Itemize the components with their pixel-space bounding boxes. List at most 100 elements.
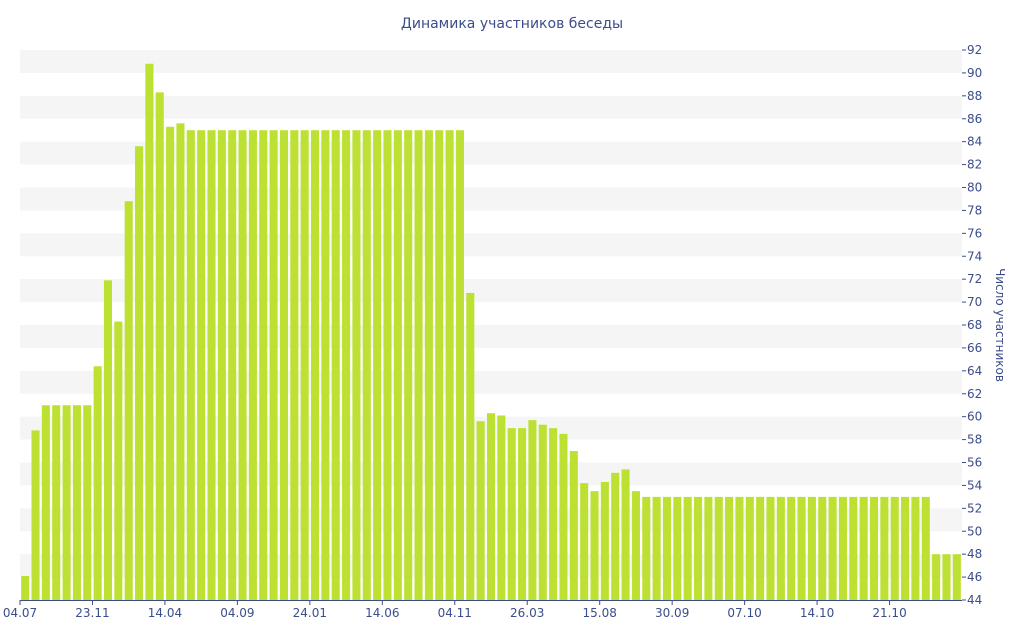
bar — [197, 130, 206, 600]
bar — [590, 491, 599, 600]
bar — [41, 405, 50, 600]
bar — [259, 130, 268, 600]
bar — [921, 496, 930, 601]
y-tick-label: 44 — [967, 593, 982, 607]
bar — [103, 280, 113, 600]
y-tick-label: 78 — [967, 203, 982, 217]
y-tick-label: 92 — [967, 43, 982, 57]
bar — [373, 130, 382, 600]
y-tick-label: 90 — [967, 66, 982, 80]
bar — [310, 130, 320, 600]
bar — [756, 496, 765, 601]
y-tick-label: 70 — [967, 295, 982, 309]
x-tick-label: 14.06 — [365, 606, 399, 620]
x-tick-label: 04.07 — [3, 606, 37, 620]
y-tick-label: 84 — [967, 135, 982, 149]
bar — [279, 130, 288, 600]
bar — [528, 420, 537, 600]
bar — [507, 428, 516, 601]
y-tick-label: 64 — [967, 364, 982, 378]
bar — [21, 575, 30, 600]
bar — [694, 496, 703, 601]
bar — [714, 496, 723, 601]
bar — [393, 130, 402, 600]
bar — [569, 451, 578, 600]
y-tick-label: 72 — [967, 272, 982, 286]
y-tick-label: 48 — [967, 547, 982, 561]
bar — [849, 496, 858, 601]
bar — [445, 130, 454, 600]
bar — [145, 63, 154, 600]
bar — [559, 433, 568, 600]
bar — [62, 405, 71, 600]
y-tick-label: 74 — [967, 249, 982, 263]
bars — [21, 63, 961, 601]
bar — [497, 415, 506, 600]
bar — [186, 130, 195, 600]
bar — [155, 92, 164, 601]
chart-title: Динамика участников беседы — [401, 16, 623, 32]
x-tick-label: 30.09 — [655, 606, 689, 620]
bar — [631, 491, 640, 600]
x-ticks: 04.07 23.11 14.04 04.09 24.01 14.06 04.11 26.03… — [3, 600, 907, 620]
y-tick-label: 62 — [967, 387, 982, 401]
bar — [901, 496, 910, 601]
bar — [424, 130, 433, 600]
y-tick-label: 58 — [967, 433, 982, 447]
bar — [880, 496, 889, 601]
bar — [476, 421, 485, 600]
bar — [217, 130, 226, 600]
x-tick-label: 14.10 — [800, 606, 834, 620]
bar — [114, 321, 123, 600]
bar — [455, 130, 464, 600]
bar — [383, 130, 392, 600]
bar — [869, 496, 879, 601]
y-axis-label: Число участников — [993, 268, 1007, 382]
bar — [72, 405, 81, 600]
bar — [269, 130, 278, 600]
bar — [818, 496, 827, 601]
y-tick-label: 76 — [967, 226, 982, 240]
bar — [290, 130, 299, 600]
bar — [31, 430, 40, 600]
x-tick-label: 04.11 — [438, 606, 472, 620]
x-tick-label: 23.11 — [75, 606, 109, 620]
bar — [932, 554, 941, 600]
y-tick-label: 88 — [967, 89, 982, 103]
x-tick-label: 14.04 — [148, 606, 182, 620]
bar — [952, 554, 961, 600]
bar — [745, 496, 754, 601]
bar — [776, 496, 785, 601]
grid-band — [20, 95, 962, 119]
x-tick-label: 26.03 — [510, 606, 544, 620]
bar — [300, 130, 309, 600]
bar — [466, 292, 475, 600]
bar — [704, 496, 713, 601]
bar — [807, 496, 816, 601]
bar — [435, 130, 444, 600]
y-tick-label: 50 — [967, 524, 982, 538]
bar — [662, 496, 672, 601]
bar — [352, 130, 361, 600]
bar — [404, 130, 413, 600]
y-tick-label: 46 — [967, 570, 982, 584]
bar — [652, 496, 661, 601]
bar — [549, 428, 558, 601]
y-tick-label: 86 — [967, 112, 982, 126]
bar — [797, 496, 806, 601]
bar — [787, 496, 796, 601]
bar — [414, 130, 423, 600]
x-tick-label: 24.01 — [293, 606, 327, 620]
bar — [621, 469, 630, 601]
bar — [725, 496, 734, 601]
y-tick-label: 54 — [967, 478, 982, 492]
bar — [838, 496, 847, 601]
x-tick-label: 07.10 — [727, 606, 761, 620]
bar — [642, 496, 651, 601]
bar — [166, 126, 175, 601]
bar — [486, 413, 496, 600]
bar — [890, 496, 899, 601]
bar — [83, 405, 92, 600]
y-tick-label: 60 — [967, 410, 982, 424]
